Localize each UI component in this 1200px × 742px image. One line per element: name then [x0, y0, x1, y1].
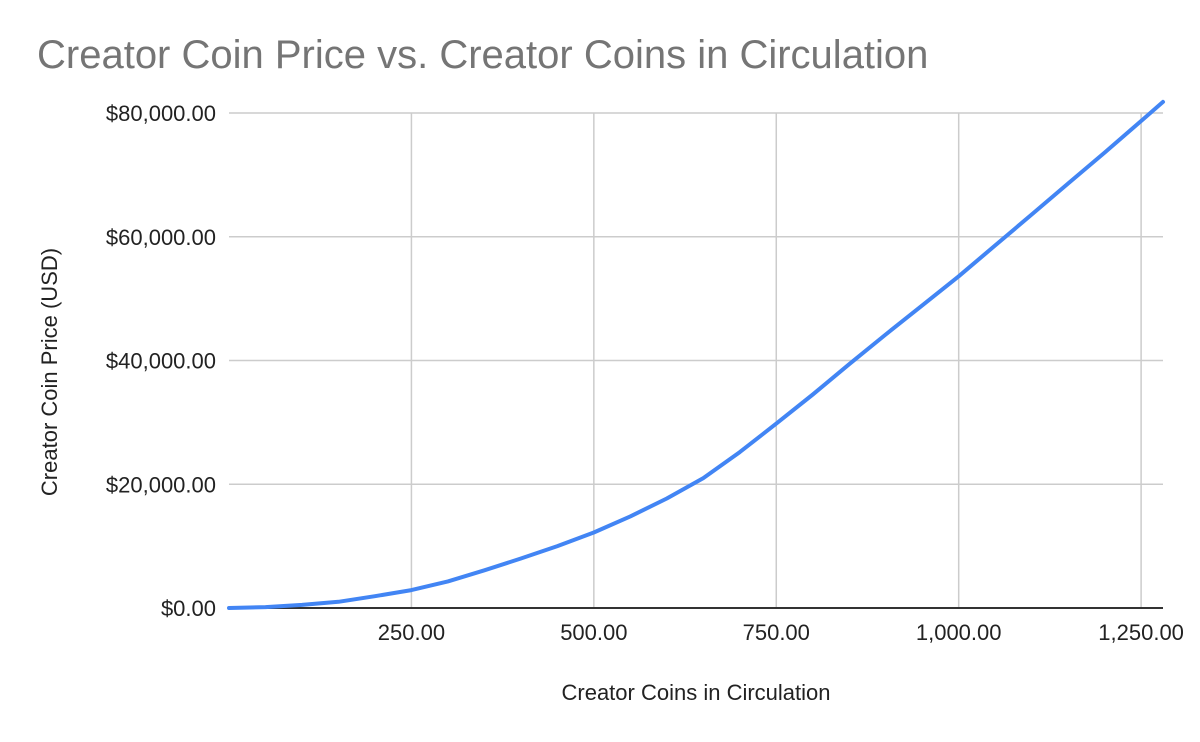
tick-labels: $0.00 $20,000.00 $40,000.00 $60,000.00 $80,0…	[106, 101, 1184, 645]
y-tick-label: $80,000.00	[106, 101, 216, 126]
y-tick-label: $60,000.00	[106, 225, 216, 250]
y-axis-label: Creator Coin Price (USD)	[37, 248, 62, 496]
y-tick-label: $0.00	[161, 596, 216, 621]
x-tick-label: 250.00	[378, 620, 445, 645]
series-layer	[227, 99, 1165, 610]
series-line	[227, 99, 1165, 610]
y-tick-label: $20,000.00	[106, 472, 216, 497]
x-tick-label: 750.00	[743, 620, 810, 645]
chart-title: Creator Coin Price vs. Creator Coins in …	[37, 33, 928, 77]
x-tick-label: 1,250.00	[1098, 620, 1184, 645]
x-tick-label: 500.00	[560, 620, 627, 645]
x-tick-label: 1,000.00	[916, 620, 1002, 645]
grid	[229, 112, 1163, 609]
y-tick-label: $40,000.00	[106, 349, 216, 374]
x-axis-label: Creator Coins in Circulation	[562, 680, 831, 705]
